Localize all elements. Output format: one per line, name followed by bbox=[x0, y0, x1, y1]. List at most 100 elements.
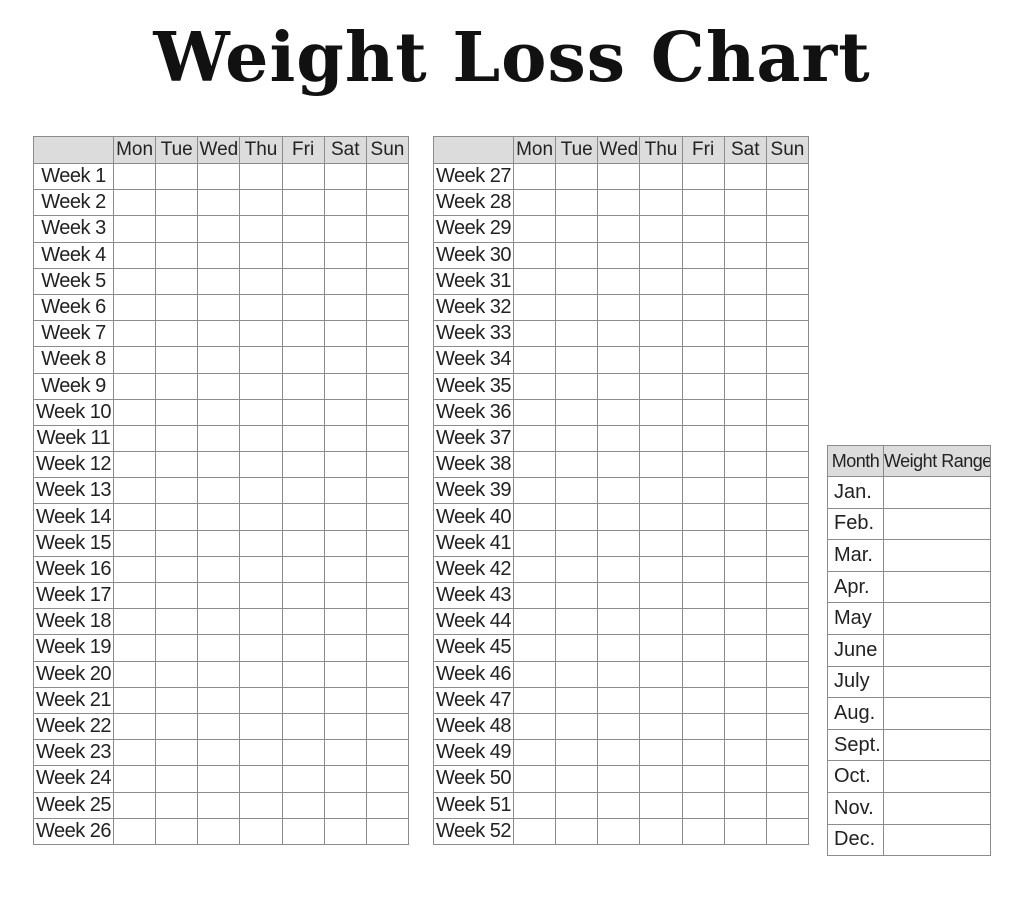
weight-entry-cell[interactable] bbox=[512, 581, 557, 610]
weight-entry-cell[interactable] bbox=[512, 241, 557, 269]
weight-entry-cell[interactable] bbox=[197, 451, 241, 479]
weight-entry-cell[interactable] bbox=[597, 503, 641, 531]
weight-entry-cell[interactable] bbox=[197, 555, 241, 584]
weight-entry-cell[interactable] bbox=[112, 372, 157, 400]
weight-entry-cell[interactable] bbox=[639, 346, 683, 374]
weight-entry-cell[interactable] bbox=[239, 765, 283, 793]
weight-entry-cell[interactable] bbox=[365, 372, 410, 400]
weight-entry-cell[interactable] bbox=[681, 634, 725, 662]
weight-entry-cell[interactable] bbox=[112, 608, 157, 636]
weight-entry-cell[interactable] bbox=[197, 424, 241, 453]
weight-entry-cell[interactable] bbox=[723, 267, 767, 295]
weight-entry-cell[interactable] bbox=[112, 660, 157, 688]
weight-entry-cell[interactable] bbox=[112, 791, 157, 819]
weight-entry-cell[interactable] bbox=[555, 817, 599, 845]
weight-entry-cell[interactable] bbox=[197, 241, 241, 269]
weight-entry-cell[interactable] bbox=[555, 529, 599, 557]
weight-entry-cell[interactable] bbox=[555, 765, 599, 793]
weight-entry-cell[interactable] bbox=[555, 660, 599, 688]
weight-entry-cell[interactable] bbox=[723, 581, 767, 610]
weight-entry-cell[interactable] bbox=[681, 215, 725, 243]
weight-entry-cell[interactable] bbox=[197, 581, 241, 610]
weight-entry-cell[interactable] bbox=[281, 712, 325, 741]
weight-entry-cell[interactable] bbox=[639, 189, 683, 217]
weight-entry-cell[interactable] bbox=[639, 398, 683, 426]
weight-entry-cell[interactable] bbox=[155, 162, 199, 191]
weight-entry-cell[interactable] bbox=[723, 293, 767, 322]
weight-entry-cell[interactable] bbox=[281, 241, 325, 269]
weight-entry-cell[interactable] bbox=[281, 320, 325, 348]
weight-entry-cell[interactable] bbox=[597, 712, 641, 741]
weight-entry-cell[interactable] bbox=[155, 424, 199, 453]
weight-entry-cell[interactable] bbox=[723, 477, 767, 505]
weight-entry-cell[interactable] bbox=[555, 477, 599, 505]
weight-entry-cell[interactable] bbox=[365, 189, 410, 217]
weight-entry-cell[interactable] bbox=[723, 739, 767, 767]
weight-entry-cell[interactable] bbox=[639, 477, 683, 505]
weight-entry-cell[interactable] bbox=[723, 215, 767, 243]
weight-range-cell[interactable] bbox=[883, 570, 991, 604]
weight-entry-cell[interactable] bbox=[155, 581, 199, 610]
weight-entry-cell[interactable] bbox=[639, 215, 683, 243]
weight-entry-cell[interactable] bbox=[365, 241, 410, 269]
weight-entry-cell[interactable] bbox=[365, 765, 410, 793]
weight-entry-cell[interactable] bbox=[155, 372, 199, 400]
weight-entry-cell[interactable] bbox=[197, 477, 241, 505]
weight-entry-cell[interactable] bbox=[365, 451, 410, 479]
weight-entry-cell[interactable] bbox=[281, 608, 325, 636]
weight-entry-cell[interactable] bbox=[639, 372, 683, 400]
weight-entry-cell[interactable] bbox=[681, 372, 725, 400]
weight-entry-cell[interactable] bbox=[555, 451, 599, 479]
weight-entry-cell[interactable] bbox=[281, 215, 325, 243]
weight-entry-cell[interactable] bbox=[681, 686, 725, 714]
weight-entry-cell[interactable] bbox=[555, 791, 599, 819]
weight-entry-cell[interactable] bbox=[681, 241, 725, 269]
weight-entry-cell[interactable] bbox=[723, 634, 767, 662]
weight-entry-cell[interactable] bbox=[281, 424, 325, 453]
weight-entry-cell[interactable] bbox=[239, 372, 283, 400]
weight-entry-cell[interactable] bbox=[365, 267, 410, 295]
weight-entry-cell[interactable] bbox=[323, 529, 367, 557]
weight-entry-cell[interactable] bbox=[765, 529, 810, 557]
weight-entry-cell[interactable] bbox=[155, 555, 199, 584]
weight-entry-cell[interactable] bbox=[555, 162, 599, 191]
weight-entry-cell[interactable] bbox=[239, 581, 283, 610]
weight-entry-cell[interactable] bbox=[155, 712, 199, 741]
weight-entry-cell[interactable] bbox=[765, 293, 810, 322]
weight-entry-cell[interactable] bbox=[239, 293, 283, 322]
weight-entry-cell[interactable] bbox=[365, 215, 410, 243]
weight-entry-cell[interactable] bbox=[597, 817, 641, 845]
weight-entry-cell[interactable] bbox=[681, 398, 725, 426]
weight-entry-cell[interactable] bbox=[239, 320, 283, 348]
weight-entry-cell[interactable] bbox=[597, 372, 641, 400]
weight-entry-cell[interactable] bbox=[197, 372, 241, 400]
weight-entry-cell[interactable] bbox=[197, 817, 241, 845]
weight-entry-cell[interactable] bbox=[155, 660, 199, 688]
weight-entry-cell[interactable] bbox=[197, 398, 241, 426]
weight-entry-cell[interactable] bbox=[365, 712, 410, 741]
weight-entry-cell[interactable] bbox=[639, 581, 683, 610]
weight-entry-cell[interactable] bbox=[512, 608, 557, 636]
weight-entry-cell[interactable] bbox=[639, 293, 683, 322]
weight-entry-cell[interactable] bbox=[112, 477, 157, 505]
weight-range-cell[interactable] bbox=[883, 602, 991, 635]
weight-entry-cell[interactable] bbox=[323, 660, 367, 688]
weight-entry-cell[interactable] bbox=[323, 581, 367, 610]
weight-entry-cell[interactable] bbox=[512, 320, 557, 348]
weight-entry-cell[interactable] bbox=[281, 765, 325, 793]
weight-entry-cell[interactable] bbox=[765, 477, 810, 505]
weight-entry-cell[interactable] bbox=[197, 162, 241, 191]
weight-entry-cell[interactable] bbox=[365, 660, 410, 688]
weight-entry-cell[interactable] bbox=[723, 791, 767, 819]
weight-entry-cell[interactable] bbox=[681, 267, 725, 295]
weight-entry-cell[interactable] bbox=[112, 189, 157, 217]
weight-entry-cell[interactable] bbox=[681, 765, 725, 793]
weight-entry-cell[interactable] bbox=[323, 791, 367, 819]
weight-entry-cell[interactable] bbox=[239, 451, 283, 479]
weight-entry-cell[interactable] bbox=[597, 686, 641, 714]
weight-entry-cell[interactable] bbox=[239, 529, 283, 557]
weight-entry-cell[interactable] bbox=[723, 503, 767, 531]
weight-entry-cell[interactable] bbox=[555, 555, 599, 584]
weight-entry-cell[interactable] bbox=[197, 686, 241, 714]
weight-entry-cell[interactable] bbox=[723, 162, 767, 191]
